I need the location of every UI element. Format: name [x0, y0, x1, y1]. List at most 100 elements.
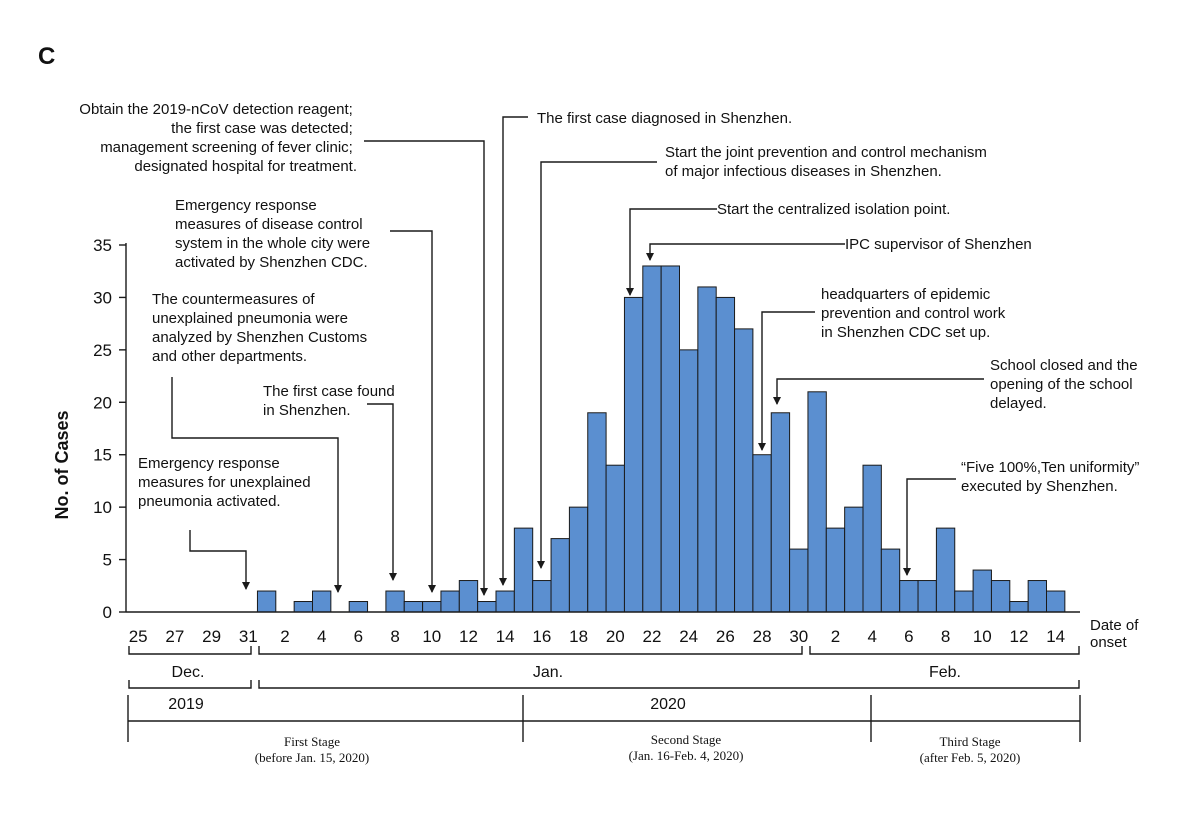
- stage-1-name: First Stage: [284, 734, 340, 749]
- x-tick-label: 14: [1046, 627, 1065, 646]
- annotation-text: activated by Shenzhen CDC.: [175, 254, 368, 271]
- annotation-text: Emergency response: [138, 455, 280, 472]
- bar: [623, 296, 644, 613]
- x-tick-label: 12: [1010, 627, 1029, 646]
- month-label-jan: Jan.: [533, 664, 563, 681]
- annotation-arrow: [626, 208, 717, 296]
- annotation-text: School closed and the: [990, 357, 1138, 374]
- svg-text:The first case found in: The first case found in Shenzhen.: [263, 383, 399, 419]
- y-tick-label: 0: [103, 603, 112, 622]
- x-tick-label: 4: [317, 627, 326, 646]
- bar: [679, 349, 699, 613]
- bar: [587, 412, 607, 613]
- x-tick-label: 29: [202, 627, 221, 646]
- x-axis-title-line1: Date of: [1090, 617, 1139, 634]
- stage-2-name: Second Stage: [651, 732, 722, 747]
- x-tick-label: 6: [904, 627, 913, 646]
- annotation-text: system in the whole city were: [175, 235, 370, 252]
- bar: [385, 590, 405, 613]
- bar: [422, 601, 442, 613]
- bar: [495, 590, 515, 613]
- annotation-arrow: [367, 403, 397, 581]
- month-label-dec: Dec.: [172, 664, 205, 681]
- x-tick-label: 10: [973, 627, 992, 646]
- bar: [312, 590, 332, 613]
- y-tick-label: 10: [93, 498, 112, 517]
- annotation-text: The first case found: [263, 383, 395, 400]
- month-bracket-feb: [809, 646, 1080, 655]
- annotation-arrow: [537, 161, 657, 569]
- year-label-2020: 2020: [650, 696, 686, 713]
- annotation-text: opening of the school: [990, 376, 1133, 393]
- year-bracket-2020: [258, 680, 1080, 689]
- annotation-text: in Shenzhen.: [263, 402, 351, 419]
- x-tick-label: 8: [390, 627, 399, 646]
- x-tick-label: 18: [569, 627, 588, 646]
- x-tick-label: 20: [606, 627, 625, 646]
- annotation-dec31: Emergency response measures for unexplai…: [138, 455, 315, 590]
- annotation-jan21: Start the centralized isolation point.: [626, 201, 950, 296]
- svg-text:IPC supervisor of Shenzhen: IPC supervisor of Shenzhen: [845, 236, 1032, 253]
- annotation-jan10: Emergency response measures of disease c…: [175, 197, 436, 593]
- annotation-text: “Five 100%,Ten uniformity”: [961, 459, 1139, 476]
- bar: [844, 506, 864, 613]
- bar: [880, 548, 901, 613]
- bar: [477, 601, 497, 613]
- annotation-text: prevention and control work: [821, 305, 1006, 322]
- x-tick-label: 2: [280, 627, 289, 646]
- svg-text:Start the centralized isolatio: Start the centralized isolation point.: [717, 201, 950, 218]
- annotation-text: designated hospital for treatment.: [134, 158, 357, 175]
- bar: [715, 296, 736, 613]
- svg-text:Emergency response measu: Emergency response measures for unexplai…: [138, 455, 315, 510]
- annotation-arrow: [171, 377, 342, 593]
- annotation-text: unexplained pneumonia were: [152, 310, 348, 327]
- svg-text:Obtain the 2019-nCoV detection: Obtain the 2019-nCoV detection reagent; …: [79, 101, 357, 175]
- x-tick-label: 28: [753, 627, 772, 646]
- annotation-arrow: [758, 311, 815, 451]
- annotation-text: in Shenzhen CDC set up.: [821, 324, 990, 341]
- annotation-text: Obtain the 2019-nCoV detection reagent;: [79, 101, 353, 118]
- annotation-arrow: [646, 243, 845, 261]
- x-axis-title-line2: onset: [1090, 634, 1128, 651]
- year-label-2019: 2019: [168, 696, 204, 713]
- annotation-text: executed by Shenzhen.: [961, 478, 1118, 495]
- y-axis-title: No. of Cases: [52, 410, 72, 519]
- y-tick-label: 35: [93, 236, 112, 255]
- annotation-arrow: [189, 530, 250, 590]
- bar: [403, 601, 424, 613]
- month-bracket-jan: [258, 646, 803, 655]
- bar: [935, 527, 956, 613]
- annotation-text: The first case diagnosed in Shenzhen.: [537, 110, 792, 127]
- svg-text:headquarters of epidemic: headquarters of epidemic prevention and …: [821, 286, 1009, 341]
- annotation-feb6: “Five 100%,Ten uniformity” executed by S…: [903, 459, 1139, 576]
- bar: [917, 580, 937, 613]
- annotation-text: and other departments.: [152, 348, 307, 365]
- x-tick-label: 27: [165, 627, 184, 646]
- bar: [807, 391, 827, 613]
- annotation-jan5: The countermeasures of unexplained pneum…: [152, 291, 367, 593]
- annotation-text: pneumonia activated.: [138, 493, 281, 510]
- bar: [972, 569, 992, 613]
- annotation-text: delayed.: [990, 395, 1047, 412]
- bar: [1009, 601, 1029, 613]
- svg-text:Start the joint prevention and: Start the joint prevention and control m…: [665, 144, 991, 180]
- annotation-text: measures for unexplained: [138, 474, 311, 491]
- bar: [440, 590, 460, 613]
- y-tick-label: 15: [93, 446, 112, 465]
- annotation-text: headquarters of epidemic: [821, 286, 991, 303]
- bar: [660, 265, 681, 613]
- annotation-text: the first case was detected;: [171, 120, 353, 137]
- bar: [550, 538, 570, 613]
- x-tick-label: 2: [831, 627, 840, 646]
- x-tick-label: 12: [459, 627, 478, 646]
- annotation-arrow: [499, 116, 528, 586]
- x-tick-label: 24: [679, 627, 698, 646]
- annotation-text: analyzed by Shenzhen Customs: [152, 329, 367, 346]
- annotation-text: Start the centralized isolation point.: [717, 201, 950, 218]
- bar: [348, 601, 369, 613]
- y-tick-label: 20: [93, 393, 112, 412]
- x-tick-label: 31: [239, 627, 258, 646]
- svg-text:School closed and the op: School closed and the opening of the sch…: [990, 357, 1142, 412]
- bar: [568, 506, 589, 613]
- bar: [825, 527, 846, 613]
